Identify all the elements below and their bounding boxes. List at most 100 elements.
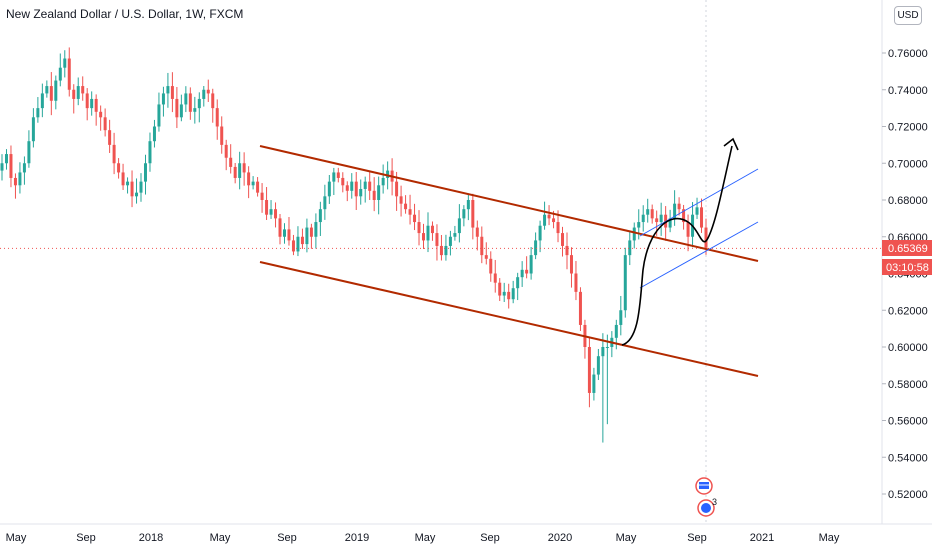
candle-body [381,177,385,186]
candle-body [58,67,62,81]
candle-body [596,356,600,375]
candle-body [206,89,210,94]
candle-body [556,222,560,234]
candle-body [422,233,426,241]
inner-channel-upper-line[interactable] [639,168,759,237]
projection-path[interactable] [621,145,733,346]
time-tick-label: 2020 [548,532,572,544]
candle-body [439,245,443,256]
candle-body [13,177,17,186]
candle-body [673,203,677,219]
candle-body [453,233,457,237]
candle-body [242,163,246,173]
candle-body [332,172,336,182]
candle-body [238,163,242,178]
price-tick-label: 0.56000 [888,416,928,428]
candle-body [502,291,506,296]
candle-body [655,218,659,223]
candle-body [22,163,26,173]
time-tick-label: May [616,532,637,544]
candle-body [404,203,408,210]
time-tick-label: 2019 [345,532,369,544]
candle-body [704,227,708,248]
candle-body [121,172,125,186]
candle-body [641,214,645,223]
time-tick-label: May [6,532,27,544]
channel-lower-line[interactable] [259,261,759,377]
candle-body [448,236,452,246]
candle-body [471,200,475,228]
candle-body [184,93,188,105]
candle-body [632,227,636,241]
candle-body [296,236,300,252]
candle-body [628,240,632,256]
candle-body [166,86,170,94]
candle-body [341,177,345,186]
time-tick-label: Sep [687,532,707,544]
candle-body [211,93,215,109]
time-tick-label: Sep [480,532,500,544]
inner-channel-lower-line[interactable] [639,221,759,289]
candle-body [112,144,116,164]
price-tick-label: 0.68000 [888,195,928,207]
candle-body [462,209,466,219]
candle-body [148,141,152,164]
candle-body [188,93,192,112]
candle-body [682,209,686,223]
time-tick-label: Sep [277,532,297,544]
candlestick-series [0,47,708,443]
candle-body [54,80,58,101]
candle-body [63,58,67,68]
candle-body [318,209,322,223]
candle-body [677,203,681,210]
candle-body [493,273,497,283]
candle-body [350,181,354,191]
candle-body [345,185,349,191]
candle-body [309,227,313,237]
channel-upper-line[interactable] [259,145,759,262]
time-tick-label: 2021 [750,532,774,544]
candle-body [359,188,363,197]
candle-body [81,86,85,94]
candle-body [574,273,578,292]
candle-body [561,233,565,246]
candle-body [157,104,161,127]
time-axis[interactable]: May Sep 2018 May Sep 2019 May Sep 2020 May Sep 2021… [6,532,840,544]
event-flag-icon[interactable] [695,477,713,495]
price-tick-label: 0.76000 [888,48,928,60]
candle-body [99,111,103,118]
candle-body [170,86,174,99]
event-earth-icon[interactable]: 3 [697,497,717,517]
time-tick-label: May [819,532,840,544]
countdown-box [882,259,932,275]
candle-body [256,181,260,193]
candle-body [305,227,309,245]
candle-body [372,190,376,200]
candle-body [614,324,618,338]
candle-body [300,236,304,245]
candle-body [368,181,372,191]
candle-body [668,218,672,228]
price-tick-label: 0.60000 [888,342,928,354]
candle-body [215,108,219,127]
candle-body [623,255,627,311]
candle-body [135,192,139,197]
candle-body [94,98,98,112]
candle-body [529,255,533,274]
candle-body [395,181,399,197]
candle-body [637,222,641,228]
candle-body [377,185,381,200]
candle-body [269,209,273,215]
candle-body [18,172,22,186]
candle-body [587,347,591,393]
candle-body [686,222,690,237]
time-tick-label: 2018 [139,532,163,544]
candle-body [480,236,484,256]
candle-body [538,225,542,241]
candle-body [126,181,130,186]
event-count: 3 [712,497,717,507]
price-tick-label: 0.58000 [888,379,928,391]
currency-button[interactable]: USD [894,6,922,25]
candle-body [9,154,13,178]
